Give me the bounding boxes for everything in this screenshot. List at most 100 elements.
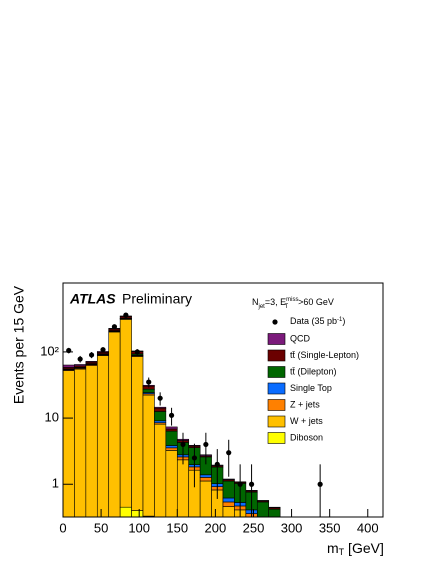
legend-label-part: -1 — [337, 317, 343, 323]
histogram-segment — [63, 364, 75, 368]
data-point — [214, 461, 220, 467]
data-point — [77, 356, 83, 362]
histogram-segment — [131, 510, 144, 517]
legend-swatch — [267, 366, 286, 378]
legend-swatch — [267, 333, 286, 345]
legend-label: W + jets — [290, 416, 323, 426]
x-axis-label-part: T — [339, 547, 345, 557]
annotation-part: =3, E — [265, 297, 286, 307]
histogram-segment — [222, 506, 235, 517]
legend-swatch — [267, 415, 286, 428]
legend-swatch — [267, 382, 286, 395]
histogram-segment — [85, 365, 98, 517]
data-point — [111, 324, 118, 330]
histogram-segment — [154, 411, 167, 422]
legend-label: Single Top — [290, 383, 332, 393]
legend-label: Diboson — [290, 432, 323, 442]
data-point — [237, 481, 243, 487]
x-tick-label: 150 — [166, 520, 188, 535]
annotation-part: T — [284, 304, 288, 310]
data-point — [88, 352, 95, 358]
legend-marker — [272, 319, 278, 325]
data-point — [157, 395, 163, 401]
histogram-segment — [165, 426, 178, 430]
histogram-segment — [165, 447, 178, 451]
histogram-segment — [222, 478, 235, 481]
data-point — [317, 481, 323, 487]
x-axis-label-part: [GeV] — [344, 540, 384, 556]
legend-label: tt̄ (Dilepton) — [290, 366, 337, 376]
annotation-part: >60 GeV — [298, 297, 334, 307]
annotation-part: N — [252, 297, 259, 307]
x-axis-label: mT [GeV] — [327, 540, 384, 558]
legend-label: QCD — [290, 333, 311, 343]
plot-area — [63, 312, 323, 517]
data-point — [248, 481, 255, 487]
histogram-segment — [119, 319, 132, 508]
data-point — [134, 349, 140, 355]
legend-label-part: Data (35 pb — [290, 316, 337, 326]
x-tick-label: 0 — [59, 520, 66, 535]
data-point — [226, 450, 232, 456]
histogram-segment — [74, 364, 87, 367]
data-point — [100, 347, 106, 353]
x-tick-label: 100 — [128, 520, 150, 535]
histogram-segment — [176, 459, 190, 517]
histogram-segment — [154, 407, 167, 412]
histogram-segment — [199, 474, 212, 478]
x-tick-label: 400 — [357, 520, 379, 535]
legend-swatch — [267, 432, 286, 444]
data-point — [203, 441, 209, 448]
legend-label-part: ) — [342, 316, 345, 326]
x-axis-label-part: m — [327, 540, 339, 556]
histogram-segment — [165, 450, 178, 517]
x-tick-label: 200 — [205, 520, 227, 535]
brand: ATLAS — [69, 291, 116, 307]
histogram-segment — [96, 355, 110, 517]
legend-label: tt̄ (Single-Lepton) — [290, 350, 359, 360]
histogram-segment — [142, 394, 155, 517]
histogram-segment — [199, 477, 212, 482]
data-point — [123, 312, 129, 318]
annotation-part: miss — [286, 297, 298, 303]
annotation-part: jet — [258, 304, 266, 310]
annotation: Njet=3, Emiss T >60 GeV — [252, 297, 334, 310]
histogram-segment — [199, 480, 212, 517]
data-point — [168, 412, 175, 418]
legend-swatch — [267, 399, 286, 411]
plot-frame — [62, 282, 384, 518]
histogram-segment — [222, 497, 235, 503]
histogram-segment — [165, 428, 178, 432]
subtitle: Preliminary — [122, 291, 192, 307]
y-tick-label: 1 — [52, 476, 59, 491]
histogram-segment — [165, 430, 178, 446]
histogram-segment — [85, 361, 98, 363]
histogram-segment — [256, 500, 270, 502]
data-point — [146, 379, 152, 385]
histogram-segment — [268, 506, 281, 509]
histogram-segment — [165, 445, 178, 449]
x-tick-label: 300 — [281, 520, 303, 535]
legend-label: Data (35 pb-1) — [290, 316, 345, 326]
x-tick-label: 350 — [319, 520, 341, 535]
legend-swatch — [267, 349, 286, 362]
x-tick-label: 50 — [94, 520, 108, 535]
histogram-segment — [268, 508, 281, 517]
histogram-segment — [108, 331, 121, 517]
data-point — [191, 455, 198, 461]
x-tick-label: 250 — [243, 520, 265, 535]
histogram-segment — [119, 506, 132, 517]
y-axis-label: Events per 15 GeV — [11, 285, 27, 404]
histogram-segment — [63, 370, 75, 517]
legend-label: Z + jets — [290, 399, 320, 409]
y-tick-label: 10 — [45, 410, 59, 425]
data-point — [180, 441, 186, 448]
histogram-segment — [74, 368, 87, 517]
histogram-segment — [142, 388, 155, 393]
histogram-segment — [222, 480, 235, 499]
histogram-segment — [131, 356, 144, 511]
histogram-segment — [154, 406, 167, 409]
histogram-segment — [222, 501, 235, 507]
